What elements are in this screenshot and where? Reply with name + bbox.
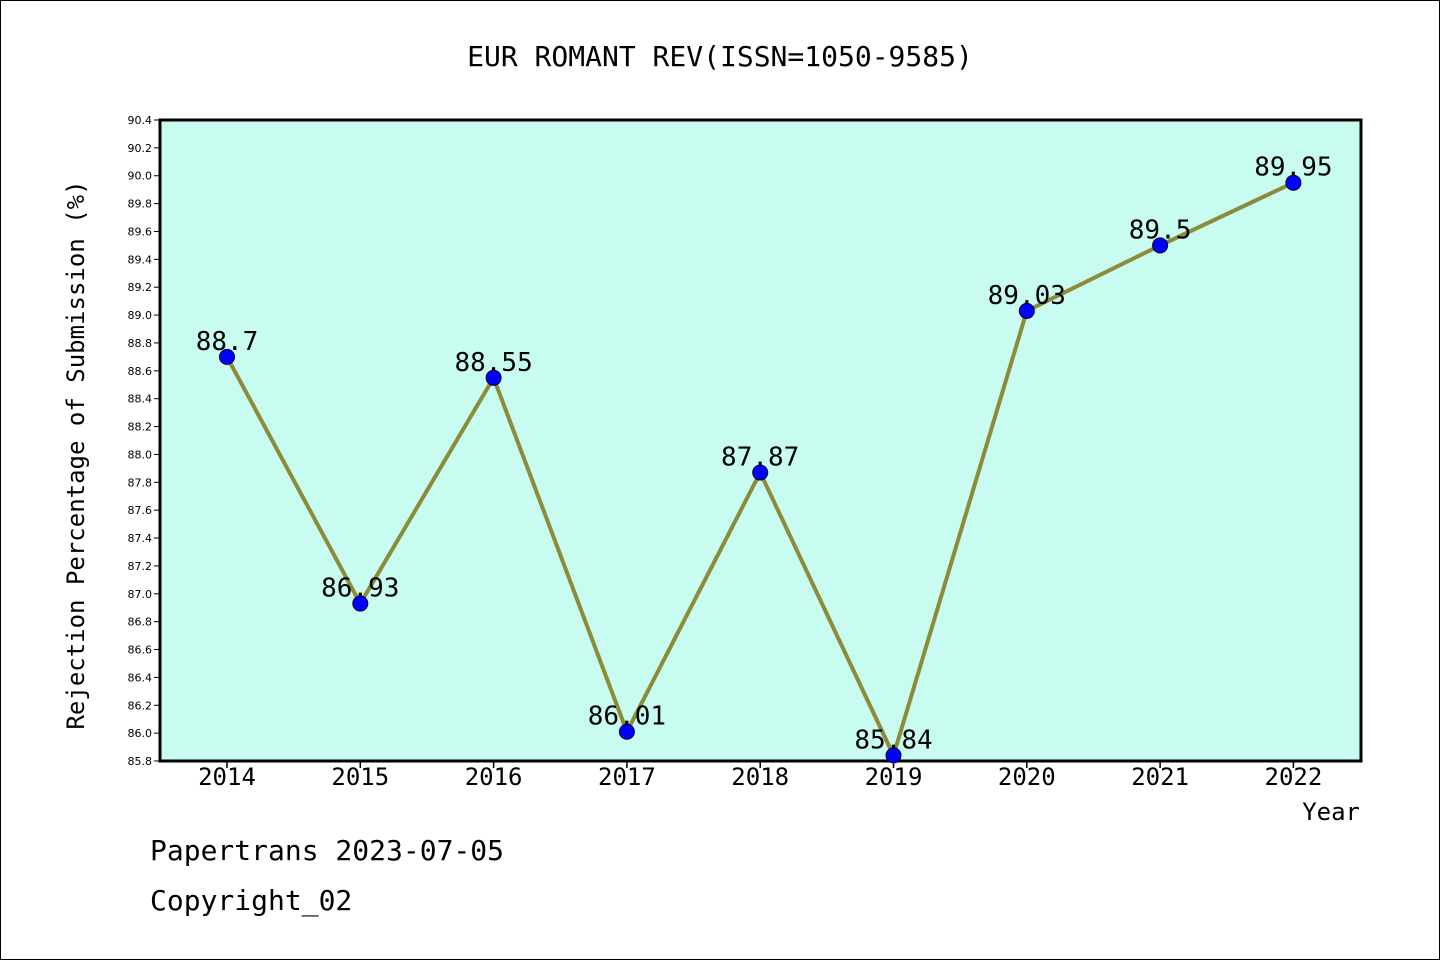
y-tick-label: 90.2: [128, 142, 153, 155]
footer-date: Papertrans 2023-07-05: [150, 834, 505, 867]
x-axis-label: Year: [1302, 798, 1360, 826]
data-label: 86.93: [321, 574, 399, 604]
data-label: 86.01: [588, 702, 666, 732]
y-tick-label: 88.4: [128, 393, 153, 406]
y-tick-label: 86.8: [128, 616, 153, 629]
data-series: 88.7 86.93 88.55 86.01 87.87 85.84 89.03 89.5 89…: [196, 153, 1333, 764]
data-point: [752, 464, 769, 481]
data-label: 85.84: [854, 725, 932, 755]
footer-copyright: Copyright_02: [150, 884, 353, 917]
y-tick-label: 87.6: [128, 504, 153, 517]
chart-title: EUR ROMANT REV(ISSN=1050-9585): [467, 40, 973, 73]
data-point: [618, 723, 635, 740]
y-tick-label: 89.4: [128, 253, 153, 266]
y-tick-label: 88.8: [128, 337, 153, 350]
x-tick-label: 2018: [731, 763, 789, 791]
y-tick-label: 89.2: [128, 281, 153, 294]
y-tick-label: 89.8: [128, 198, 153, 211]
y-tick-label: 86.0: [128, 727, 153, 740]
y-tick-label: 86.4: [128, 671, 153, 684]
y-tick-label: 86.2: [128, 699, 153, 712]
y-tick-label: 87.8: [128, 476, 153, 489]
data-point: [1285, 174, 1302, 191]
x-axis: 2014 2015 2016 2017 2018 2019 2020 2021 2022: [198, 761, 1322, 791]
data-point: [219, 348, 235, 365]
y-tick-label: 86.6: [128, 644, 153, 657]
x-tick-label: 2015: [331, 763, 389, 791]
y-tick-label: 89.0: [128, 309, 153, 322]
data-point: [1152, 237, 1169, 254]
x-tick-label: 2016: [465, 763, 523, 791]
x-tick-label: 2021: [1131, 763, 1189, 791]
x-tick-label: 2022: [1265, 763, 1323, 791]
data-label: 89.5: [1129, 215, 1192, 245]
data-label: 88.55: [454, 348, 532, 378]
data-label: 87.87: [721, 443, 799, 473]
y-tick-label: 89.6: [128, 225, 153, 238]
data-point: [1018, 302, 1035, 319]
data-point: [885, 747, 902, 764]
y-tick-label: 87.2: [128, 560, 153, 573]
x-tick-label: 2017: [598, 763, 656, 791]
x-tick-label: 2019: [865, 763, 923, 791]
y-tick-label: 88.2: [128, 421, 153, 434]
y-tick-label: 90.4: [128, 114, 153, 127]
data-point: [485, 369, 502, 386]
y-tick-label: 88.0: [128, 448, 153, 461]
x-tick-label: 2014: [198, 763, 256, 791]
y-tick-label: 85.8: [128, 755, 153, 768]
data-label: 89.03: [988, 281, 1066, 311]
data-label: 89.95: [1254, 153, 1332, 183]
plot-area: [158, 118, 1363, 763]
y-axis-label: Rejection Percentage of Submission (%): [62, 180, 90, 729]
y-axis: 85.8 86.0 86.2 86.4 86.6 86.8 87.0 87.2 87.4 87.6…: [128, 114, 160, 768]
data-point: [352, 595, 369, 612]
y-tick-label: 88.6: [128, 365, 153, 378]
y-tick-label: 87.4: [128, 532, 153, 545]
x-tick-label: 2020: [998, 763, 1056, 791]
y-tick-label: 87.0: [128, 588, 153, 601]
data-label: 88.7: [196, 327, 259, 357]
y-tick-label: 90.0: [128, 170, 153, 183]
